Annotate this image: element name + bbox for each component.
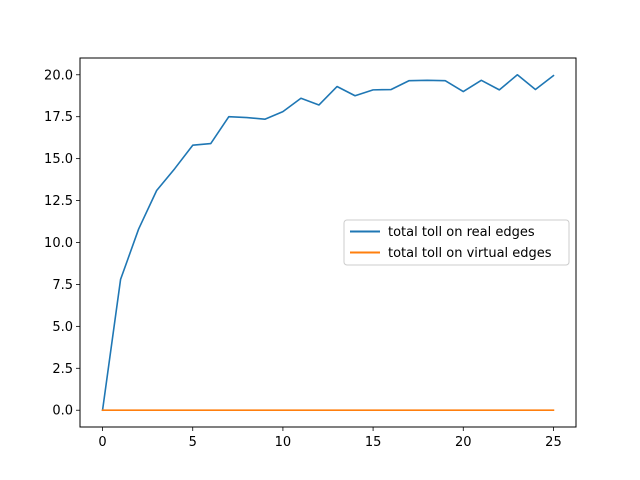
legend-box <box>343 219 570 266</box>
x-tick-label: 0 <box>98 435 106 450</box>
x-tick-label: 20 <box>455 435 472 450</box>
y-tick-label: 7.5 <box>52 278 73 293</box>
y-tick-label: 0.0 <box>52 404 73 419</box>
x-tick-label: 25 <box>545 435 562 450</box>
y-tick-label: 20.0 <box>44 68 73 83</box>
x-tick-label: 10 <box>275 435 292 450</box>
y-tick-label: 10.0 <box>44 236 73 251</box>
series-layer <box>101 73 555 412</box>
x-axis: 0 5 10 15 20 25 <box>98 427 562 450</box>
legend-label-virtual-edges: total toll on virtual edges <box>388 246 552 261</box>
y-tick-label: 12.5 <box>44 194 73 209</box>
series-line-0 <box>101 73 555 412</box>
y-axis: 0.0 2.5 5.0 7.5 10.0 12.5 15.0 17.5 20.0 <box>44 68 80 419</box>
legend-label-real-edges: total toll on real edges <box>388 225 535 240</box>
y-tick-label: 2.5 <box>52 362 73 377</box>
x-tick-label: 5 <box>189 435 197 450</box>
x-tick-label: 15 <box>365 435 382 450</box>
legend: total toll on real edges total toll on v… <box>343 219 570 266</box>
y-tick-label: 15.0 <box>44 152 73 167</box>
y-tick-label: 5.0 <box>52 320 73 335</box>
y-tick-label: 17.5 <box>44 110 73 125</box>
